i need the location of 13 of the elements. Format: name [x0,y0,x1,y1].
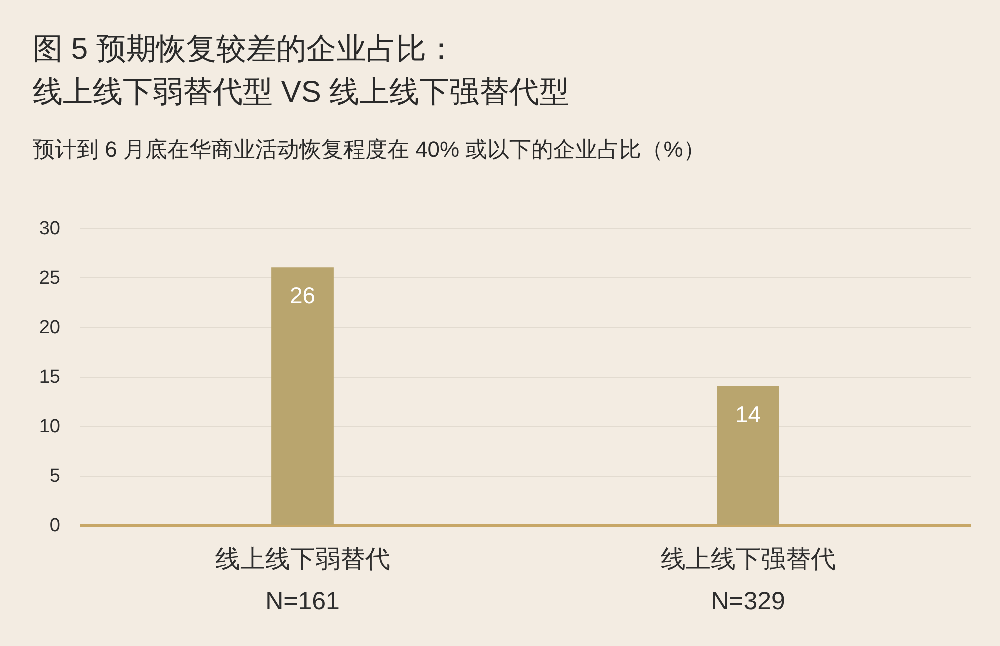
chart-subtitle: 预计到 6 月底在华商业活动恢复程度在 40% 或以下的企业占比（%） [33,137,706,162]
y-tick-label: 5 [50,466,60,487]
y-tick-label: 30 [39,218,60,240]
y-tick-label: 25 [39,268,60,289]
y-tick-label: 0 [50,516,60,536]
y-tick-label: 20 [39,318,60,338]
data-label: 14 [735,401,762,428]
y-tick-label: 15 [39,367,60,388]
data-label: 26 [290,282,316,309]
y-tick-label: 10 [39,416,60,438]
x-tick-label: 线上线下弱替代 N=161 [215,546,390,616]
x-tick-label: 线上线下强替代 N=329 [660,546,836,616]
chart-title: 图 5 预期恢复较差的企业占比：线上线下弱替代型 VS 线上线下强替代型 [33,33,570,109]
